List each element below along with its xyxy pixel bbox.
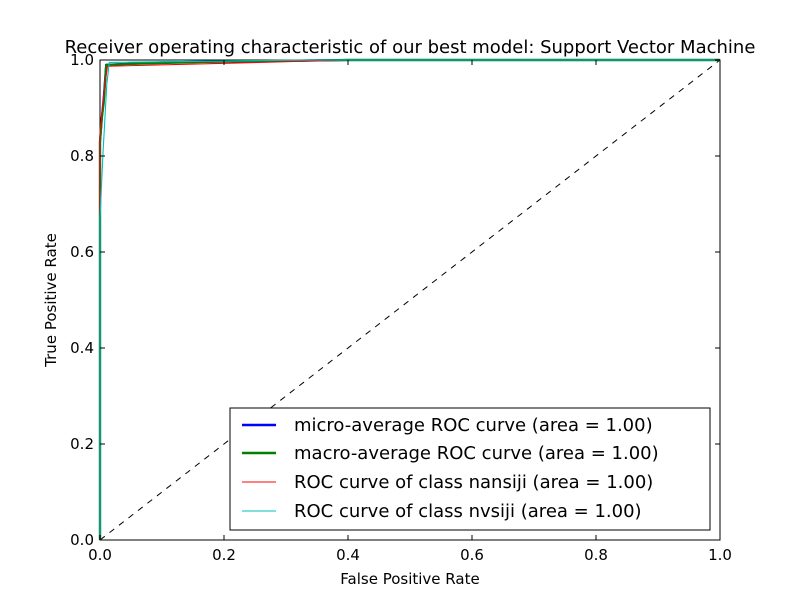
legend-frame xyxy=(229,407,711,531)
y-tick-label: 0.2 xyxy=(70,435,94,453)
y-tick-label: 1.0 xyxy=(70,51,94,69)
y-tick-label: 0.6 xyxy=(70,243,94,261)
x-tick-label: 0.2 xyxy=(212,546,236,564)
x-tick-label: 0.4 xyxy=(336,546,360,564)
legend-label-macro-average: macro-average ROC curve (area = 1.00) xyxy=(294,443,659,464)
x-tick-label: 0.0 xyxy=(88,546,112,564)
legend-label-nvsiji: ROC curve of class nvsiji (area = 1.00) xyxy=(294,501,642,522)
y-axis-label: True Positive Rate xyxy=(42,233,60,368)
y-tick-label: 0.0 xyxy=(70,531,94,549)
legend-label-nansiji: ROC curve of class nansiji (area = 1.00) xyxy=(294,472,653,493)
tick-labels: 0.0 0.2 0.4 0.6 0.8 1.0 0.0 0.2 0.4 0.6 0.8 1.0 xyxy=(70,51,732,564)
x-tick-label: 0.8 xyxy=(584,546,608,564)
legend-label-micro-average: micro-average ROC curve (area = 1.00) xyxy=(294,415,653,436)
x-tick-label: 1.0 xyxy=(708,546,732,564)
legend: micro-average ROC curve (area = 1.00) ma… xyxy=(229,407,711,531)
chart-title: Receiver operating characteristic of our… xyxy=(65,37,756,58)
x-tick-label: 0.6 xyxy=(460,546,484,564)
chance-reference-line xyxy=(99,59,721,541)
ticks-layer xyxy=(99,59,721,541)
y-tick-label: 0.8 xyxy=(70,147,94,165)
roc-line-roc-curve-of-class-nansiji xyxy=(99,59,720,540)
y-tick-label: 0.4 xyxy=(70,339,94,357)
roc-line-roc-curve-of-class-nvsiji xyxy=(99,59,720,540)
x-axis-label: False Positive Rate xyxy=(340,570,479,588)
series-layer xyxy=(98,58,721,541)
